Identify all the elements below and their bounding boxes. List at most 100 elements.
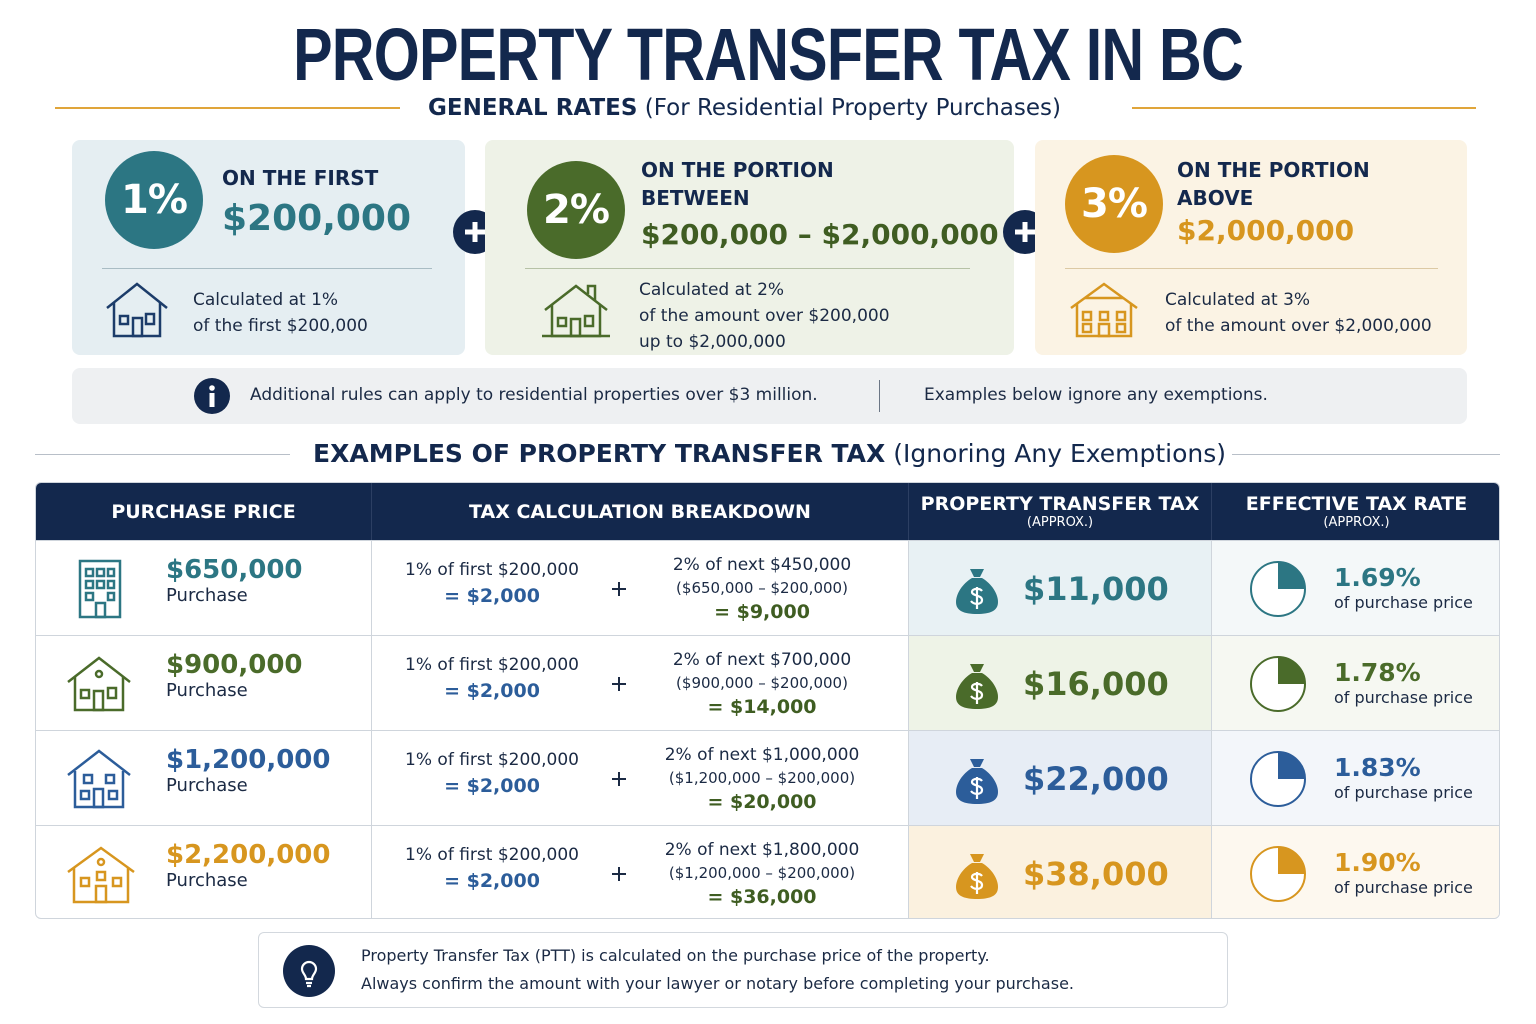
rate-card: 1% ON THE FIRST $200,000 Calculated at 1…: [72, 140, 465, 355]
breakdown-cell: 1% of first $200,000 = $2,000 2% of next …: [371, 541, 908, 636]
card-note: Calculated at 3% of the amount over $2,00…: [1165, 287, 1432, 339]
next-range: ($1,200,000 – $200,000): [668, 864, 856, 882]
part: [106, 579, 116, 590]
part: [1278, 562, 1305, 589]
rate-badge: 3%: [1065, 155, 1163, 253]
first-portion: 1% of first $200,000 = $2,000: [372, 557, 612, 609]
separator: [879, 380, 880, 412]
building-icon: [78, 559, 122, 619]
divider: [525, 268, 970, 269]
pie-icon: [1250, 561, 1306, 617]
rate-cell: 1.90% of purchase price: [1211, 826, 1499, 918]
part: [612, 582, 626, 596]
first-portion: 1% of first $200,000 = $2,000: [372, 842, 612, 894]
card-note: Calculated at 1% of the first $200,000: [193, 287, 368, 339]
plus-sign: [612, 867, 626, 881]
heading-note: (For Residential Property Purchases): [644, 95, 1061, 121]
breakdown-cell: 1% of first $200,000 = $2,000 2% of next …: [371, 636, 908, 731]
header-title: PURCHASE PRICE: [111, 500, 296, 523]
house-icon: [67, 846, 135, 904]
tax-amount: $11,000: [1023, 570, 1169, 608]
heading: EXAMPLES OF PROPERTY TRANSFER TAX: [313, 439, 886, 468]
tax-cell: $11,000: [908, 541, 1211, 636]
part: [970, 777, 984, 799]
pie-icon: [1250, 846, 1306, 902]
rate-block: 1.90% of purchase price: [1334, 848, 1473, 897]
header-sub: (APPROX.): [1323, 514, 1390, 530]
part: [612, 772, 626, 786]
first-result: = $2,000: [444, 775, 540, 797]
section-heading: EXAMPLES OF PROPERTY TRANSFER TAX (Ignor…: [313, 439, 1226, 468]
next-calc: 2% of next $700,000: [672, 650, 852, 670]
plus-sign: [612, 582, 626, 596]
first-result: = $2,000: [444, 585, 540, 607]
rate-card: 2% ON THE PORTION BETWEEN $200,000 – $2,…: [485, 140, 1014, 355]
rate-card: 3% ON THE PORTION ABOVE $2,000,000 Calcu…: [1035, 140, 1467, 355]
part: [970, 664, 984, 672]
pie-icon: [1250, 656, 1306, 712]
header-cell: TAX CALCULATION BREAKDOWN: [371, 483, 908, 540]
card-label: ON THE PORTION ABOVE: [1177, 158, 1370, 210]
effective-rate: 1.69%: [1334, 563, 1421, 592]
price: $900,000: [166, 650, 303, 680]
part: [67, 749, 131, 776]
card-note: Calculated at 2% of the amount over $200,…: [639, 277, 890, 355]
footer-line: Property Transfer Tax (PTT) is calculate…: [361, 946, 990, 965]
price-label: Purchase: [166, 680, 248, 701]
money-bag-icon: [956, 569, 998, 614]
next-result: = $20,000: [707, 791, 817, 813]
effective-rate: 1.83%: [1334, 753, 1421, 782]
footer-line: Always confirm the amount with your lawy…: [361, 974, 1074, 993]
next-portion: 2% of next $1,000,000 ($1,200,000 – $200,…: [637, 743, 887, 815]
part: [84, 591, 95, 602]
rate-block: 1.78% of purchase price: [1334, 658, 1473, 707]
divider: [55, 107, 400, 109]
tax-amount: $38,000: [1023, 855, 1169, 893]
money-bag-icon: [956, 854, 998, 899]
part: [612, 677, 626, 691]
effective-rate: 1.90%: [1334, 848, 1421, 877]
examples-table: PURCHASE PRICE TAX CALCULATION BREAKDOWN…: [35, 482, 1500, 919]
row-icon: [64, 652, 134, 720]
heading: GENERAL RATES: [428, 95, 638, 121]
row-icon: [64, 747, 134, 815]
table-row: $650,000 Purchase 1% of first $200,000 = …: [36, 540, 1499, 636]
card-label: ON THE PORTION BETWEEN: [641, 158, 834, 210]
rate-badge: 1%: [105, 151, 203, 249]
next-calc: 2% of next $450,000: [672, 555, 852, 575]
heading-note: (Ignoring Any Exemptions): [893, 439, 1227, 468]
header-cell: PURCHASE PRICE: [36, 483, 371, 540]
rate-block: 1.83% of purchase price: [1334, 753, 1473, 802]
rate-label: of purchase price: [1334, 783, 1473, 802]
next-calc: 2% of next $1,800,000: [664, 840, 860, 860]
note-line: Calculated at 2%: [639, 280, 785, 300]
note-line: of the amount over $200,000: [639, 306, 890, 326]
money-bag-icon: [956, 664, 998, 709]
info-bar: Additional rules can apply to residentia…: [72, 368, 1467, 424]
breakdown-cell: 1% of first $200,000 = $2,000 2% of next …: [371, 826, 908, 918]
part: [106, 567, 116, 578]
note-line: up to $2,000,000: [639, 332, 786, 352]
part: [111, 876, 123, 888]
row-icon: [64, 842, 138, 910]
header-cell: PROPERTY TRANSFER TAX (APPROX.): [908, 483, 1211, 540]
next-calc: 2% of next $1,000,000: [664, 745, 860, 765]
part: [970, 854, 984, 862]
section-heading: GENERAL RATES (For Residential Property …: [428, 95, 1061, 121]
price-label: Purchase: [166, 870, 248, 891]
rate-label: of purchase price: [1334, 593, 1473, 612]
part: [1278, 752, 1305, 779]
header-title: TAX CALCULATION BREAKDOWN: [469, 500, 811, 523]
part: [67, 656, 131, 712]
rate-badge: 2%: [527, 161, 625, 259]
part: [92, 787, 105, 809]
note-line: Calculated at 3%: [1165, 290, 1311, 310]
part: [67, 749, 131, 809]
header-title: EFFECTIVE TAX RATE: [1245, 492, 1468, 515]
next-result: = $9,000: [714, 601, 810, 623]
part: [67, 846, 135, 874]
price: $650,000: [166, 555, 303, 585]
price-label: Purchase: [166, 585, 248, 606]
divider: [35, 454, 290, 455]
part: [79, 876, 91, 888]
